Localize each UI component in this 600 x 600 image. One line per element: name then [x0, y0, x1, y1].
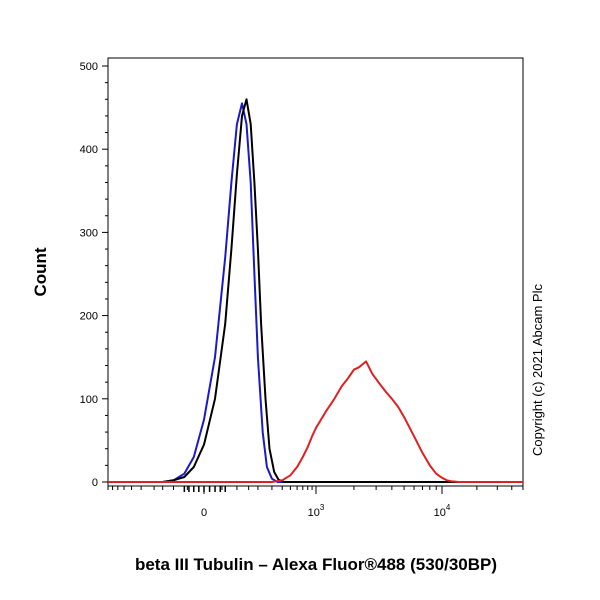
y-tick-label: 400 — [80, 144, 98, 156]
histogram-series-0 — [108, 102, 523, 483]
histogram-series-2 — [108, 360, 523, 483]
series-layer — [108, 98, 523, 483]
y-axis-title: Count — [31, 247, 50, 296]
histogram-series-1 — [108, 98, 523, 483]
x-tick-label: 104 — [434, 503, 451, 519]
x-tick-label: 103 — [308, 503, 325, 519]
plot-frame — [107, 57, 524, 487]
copyright-annotation: Copyright (c) 2021 Abcam Plc — [530, 284, 545, 456]
x-axis: 0 103 104 — [107, 486, 524, 519]
x-axis-title: beta III Tubulin – Alexa Fluor®488 (530/… — [135, 555, 497, 574]
y-tick-label: 500 — [80, 61, 98, 73]
y-tick-label: 200 — [80, 311, 98, 323]
y-tick-label: 100 — [80, 394, 98, 406]
x-tick-label: 0 — [201, 507, 207, 519]
y-tick-label: 300 — [80, 227, 98, 239]
y-tick-label: 0 — [92, 477, 98, 489]
y-axis: 0 100 200 300 400 500 — [80, 61, 108, 489]
